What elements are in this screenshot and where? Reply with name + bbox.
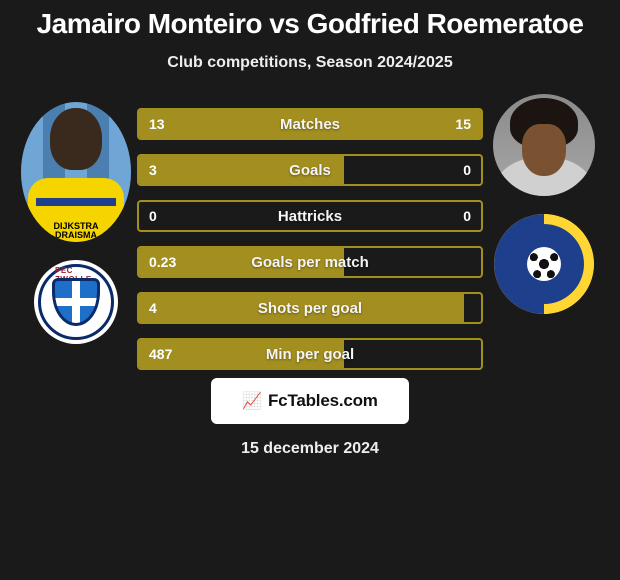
- stat-right-value: 15: [421, 116, 481, 132]
- soccer-ball-icon: [527, 247, 561, 281]
- stat-label: Goals: [199, 162, 421, 179]
- player-photo-right: [493, 94, 595, 196]
- stat-label: Shots per goal: [199, 300, 421, 317]
- left-column: DIJKSTRA DRAISMA PEC ZWOLLE: [21, 94, 131, 344]
- club-logo-left: PEC ZWOLLE: [34, 260, 118, 344]
- jersey-sponsor: DIJKSTRA DRAISMA: [52, 222, 100, 240]
- jersey-stripe: [36, 198, 116, 206]
- stat-bar: 0Hattricks0: [137, 200, 483, 232]
- source-badge[interactable]: 📈 FcTables.com: [211, 378, 409, 424]
- player-face: [522, 124, 566, 176]
- main-row: DIJKSTRA DRAISMA PEC ZWOLLE 13Matches15 3…: [10, 94, 610, 370]
- stat-bar: 4Shots per goal: [137, 292, 483, 324]
- stat-left-value: 487: [139, 346, 199, 362]
- stat-bar: 0.23Goals per match: [137, 246, 483, 278]
- stat-bar: 13Matches15: [137, 108, 483, 140]
- stat-bar: 3Goals0: [137, 154, 483, 186]
- chart-icon: 📈: [242, 391, 262, 411]
- jersey: DIJKSTRA DRAISMA: [28, 178, 124, 242]
- player-photo-left: DIJKSTRA DRAISMA: [21, 102, 131, 242]
- comparison-card: Jamairo Monteiro vs Godfried Roemeratoe …: [0, 0, 620, 580]
- page-title: Jamairo Monteiro vs Godfried Roemeratoe: [37, 8, 584, 40]
- club-logo-right: [494, 214, 594, 314]
- right-column: [489, 94, 599, 314]
- stat-right-value: 0: [421, 162, 481, 178]
- stat-label: Min per goal: [199, 346, 421, 363]
- stat-right-value: 0: [421, 208, 481, 224]
- stat-left-value: 0: [139, 208, 199, 224]
- stat-left-value: 4: [139, 300, 199, 316]
- stat-left-value: 3: [139, 162, 199, 178]
- date-stamp: 15 december 2024: [241, 440, 379, 458]
- subtitle: Club competitions, Season 2024/2025: [167, 54, 452, 72]
- source-label: FcTables.com: [268, 391, 378, 411]
- stat-bar: 487Min per goal: [137, 338, 483, 370]
- player-head: [50, 108, 102, 170]
- stat-label: Hattricks: [199, 208, 421, 225]
- stat-left-value: 0.23: [139, 254, 199, 270]
- stat-left-value: 13: [139, 116, 199, 132]
- stat-label: Matches: [199, 116, 421, 133]
- stats-list: 13Matches153Goals00Hattricks00.23Goals p…: [137, 94, 483, 370]
- stat-label: Goals per match: [199, 254, 421, 271]
